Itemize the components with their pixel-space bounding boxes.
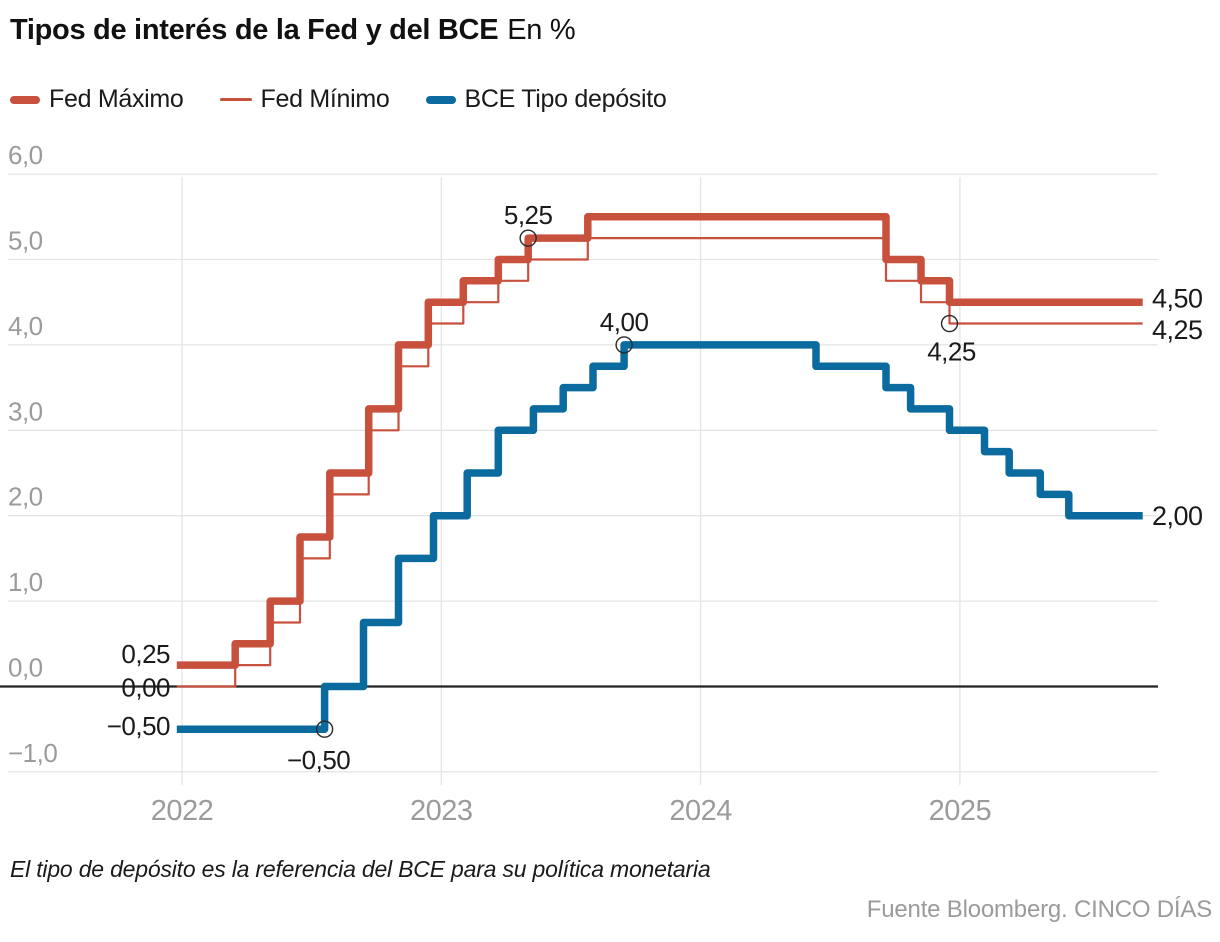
- legend-item-fed-minimo: Fed Mínimo: [219, 85, 390, 114]
- series-bce-tipo-deposito-line: [176, 341, 1143, 733]
- y-tick-label: 4,0: [8, 311, 43, 341]
- marker-value-label: 4,00: [600, 307, 649, 337]
- fed-minimo-swatch-icon: [219, 98, 252, 101]
- legend-item-bce: BCE Tipo depósito: [425, 85, 667, 114]
- legend-label-fed-maximo: Fed Máximo: [49, 85, 184, 113]
- start-value-label: 0,25: [121, 639, 170, 669]
- title-units: En %: [507, 14, 576, 46]
- y-tick-label: 3,0: [8, 396, 43, 426]
- legend-label-fed-minimo: Fed Mínimo: [260, 85, 390, 113]
- series-fed-minimo-end-label: 4,25: [1152, 315, 1203, 345]
- x-tick-label: 2022: [151, 795, 214, 827]
- bce-swatch-icon: [425, 95, 456, 104]
- y-tick-label: −1,0: [8, 738, 57, 768]
- marker-value-label: 4,25: [927, 337, 976, 367]
- marker-circle-icon: [519, 229, 537, 247]
- legend-label-bce: BCE Tipo depósito: [464, 85, 667, 113]
- marker-circle-icon: [315, 720, 334, 738]
- start-value-label: 0,00: [121, 673, 170, 703]
- x-tick-label: 2024: [669, 795, 732, 827]
- footnote: El tipo de depósito es la referencia del…: [10, 856, 711, 882]
- x-tick-label: 2023: [410, 795, 473, 827]
- fed-maximo-swatch-icon: [10, 95, 40, 104]
- y-tick-label: 1,0: [8, 567, 43, 597]
- y-tick-label: 2,0: [8, 482, 43, 512]
- legend-item-fed-maximo: Fed Máximo: [10, 85, 184, 114]
- series-fed-maximo-end-label: 4,50: [1152, 284, 1203, 314]
- title-main: Tipos de interés de la Fed y del BCE: [10, 14, 499, 46]
- y-tick-label: 6,0: [8, 140, 43, 170]
- series-bce-tipo-deposito-end-label: 2,00: [1152, 501, 1203, 531]
- marker-circle-icon: [940, 314, 959, 333]
- start-value-label: −0,50: [107, 711, 170, 741]
- series-fed-minimo-line: [176, 237, 1143, 688]
- y-tick-label: 0,0: [8, 653, 43, 683]
- legend: Fed Máximo Fed Mínimo BCE Tipo depósito: [10, 85, 667, 114]
- page-title: Tipos de interés de la Fed y del BCE En %: [10, 14, 576, 47]
- source-credit: Fuente Bloomberg. CINCO DÍAS: [866, 896, 1212, 923]
- marker-value-label: 5,25: [504, 200, 553, 230]
- x-tick-label: 2025: [929, 795, 992, 827]
- y-tick-label: 5,0: [8, 226, 43, 256]
- series-fed-maximo-line: [176, 213, 1143, 669]
- marker-value-label: −0,50: [287, 745, 350, 775]
- marker-circle-icon: [615, 336, 633, 354]
